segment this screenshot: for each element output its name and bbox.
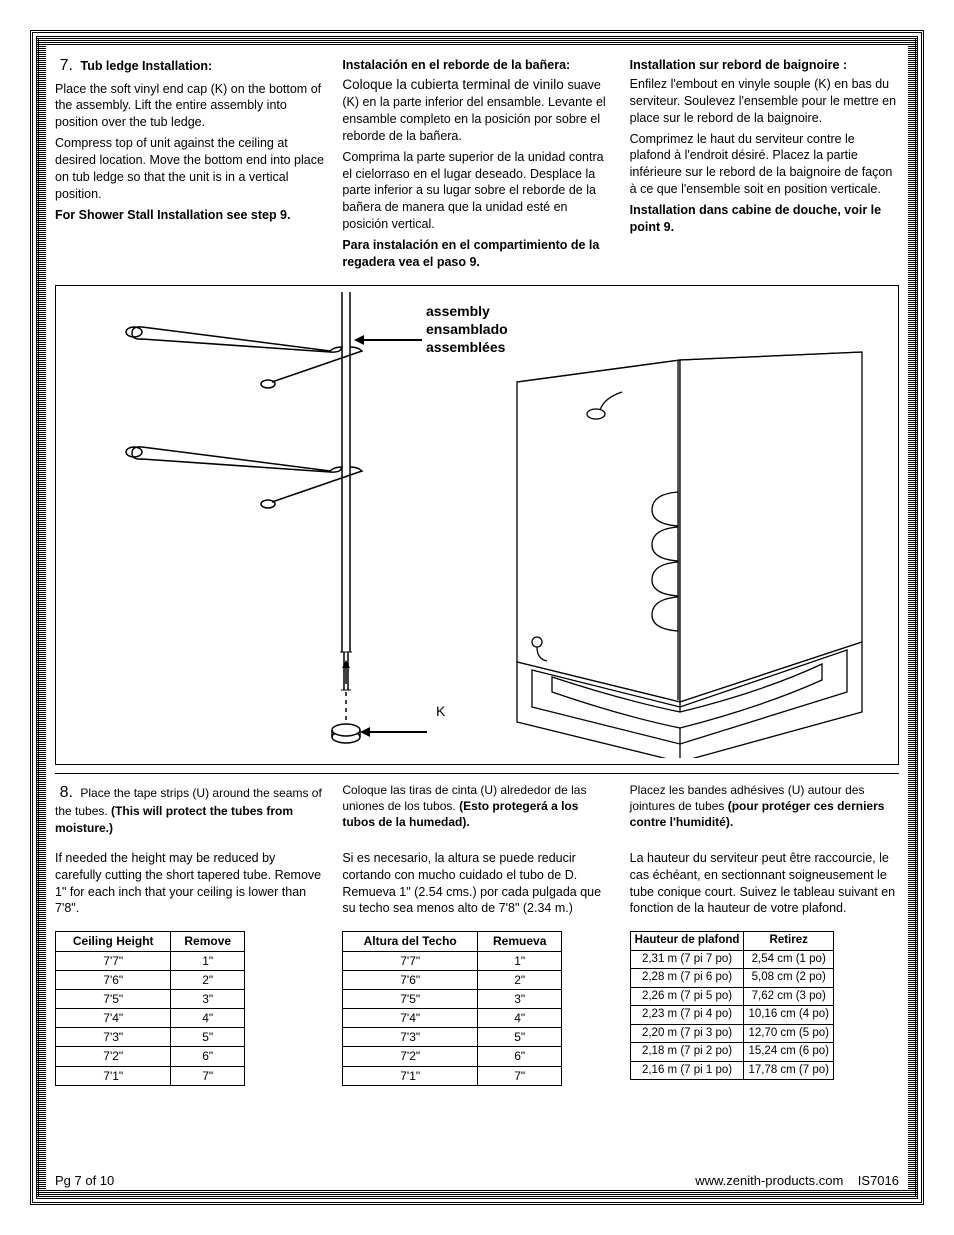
tables-row: Ceiling HeightRemove 7'7"1"7'6"2"7'5"3"7… <box>55 931 899 1086</box>
step8-row: 8. Place the tape strips (U) around the … <box>55 773 899 840</box>
table-en-wrap: Ceiling HeightRemove 7'7"1"7'6"2"7'5"3"7… <box>55 931 324 1086</box>
table-fr-wrap: Hauteur de plafondRetirez 2,31 m (7 pi 7… <box>630 931 899 1080</box>
table-en: Ceiling HeightRemove 7'7"1"7'6"2"7'5"3"7… <box>55 931 245 1086</box>
table-row: 7'1"7" <box>56 1066 245 1085</box>
table-row: 7'5"3" <box>343 989 562 1008</box>
table-row: 2,20 m (7 pi 3 po)12,70 cm (5 po) <box>630 1024 833 1043</box>
table-row: 2,23 m (7 pi 4 po)10,16 cm (4 po) <box>630 1006 833 1025</box>
assembly-es: ensamblado <box>426 320 508 338</box>
footer-url: www.zenith-products.com <box>695 1173 843 1188</box>
assembly-label: assembly ensamblado assemblées <box>426 302 508 357</box>
diagram-panel: assembly ensamblado assemblées K <box>55 285 899 765</box>
table-row: 7'5"3" <box>56 989 245 1008</box>
table-row: 7'1"7" <box>343 1066 562 1085</box>
table-row: 7'7"1" <box>343 951 562 970</box>
table-row: 7'4"4" <box>56 1009 245 1028</box>
step7-fr-p1: Enfilez l'embout en vinyle souple (K) en… <box>630 76 899 127</box>
assembly-en: assembly <box>426 302 508 320</box>
table-row: 2,28 m (7 pi 6 po)5,08 cm (2 po) <box>630 969 833 988</box>
page-content: 7. Tub ledge Installation: Place the sof… <box>36 36 918 1199</box>
table-en-body: 7'7"1"7'6"2"7'5"3"7'4"4"7'3"5"7'2"6"7'1"… <box>56 951 245 1085</box>
table-row: 7'3"5" <box>56 1028 245 1047</box>
table-es-wrap: Altura del TechoRemueva 7'7"1"7'6"2"7'5"… <box>342 931 611 1086</box>
step8-es: Coloque las tiras de cinta (U) alrededor… <box>342 782 611 840</box>
page-number: Pg 7 of 10 <box>55 1172 114 1190</box>
step7-en-p1: Place the soft vinyl end cap (K) on the … <box>55 81 324 132</box>
step8-en: 8. Place the tape strips (U) around the … <box>55 782 324 840</box>
step8-number: 8. <box>55 782 73 804</box>
table-row: 2,26 m (7 pi 5 po)7,62 cm (3 po) <box>630 987 833 1006</box>
cut-es: Si es necesario, la altura se puede redu… <box>342 850 611 918</box>
table-row: 7'2"6" <box>343 1047 562 1066</box>
step7-fr-note: Installation dans cabine de douche, voir… <box>630 202 899 236</box>
footer: Pg 7 of 10 www.zenith-products.com IS701… <box>55 1172 899 1190</box>
table-row: 7'7"1" <box>56 951 245 970</box>
step7-columns: 7. Tub ledge Installation: Place the sof… <box>55 55 899 275</box>
cut-fr: La hauteur du serviteur peut être raccou… <box>630 850 899 918</box>
table-row: 7'2"6" <box>56 1047 245 1066</box>
table-row: 7'4"4" <box>343 1009 562 1028</box>
step7-en-note: For Shower Stall Installation see step 9… <box>55 207 324 224</box>
table-row: 7'3"5" <box>343 1028 562 1047</box>
step7-es-title: Instalación en el reborde de la bañera: <box>342 57 611 74</box>
step7-fr-p2: Comprimez le haut du serviteur contre le… <box>630 131 899 199</box>
table-fr-body: 2,31 m (7 pi 7 po)2,54 cm (1 po)2,28 m (… <box>630 950 833 1080</box>
assembly-fr: assemblées <box>426 338 508 356</box>
step7-es: Instalación en el reborde de la bañera: … <box>342 55 611 275</box>
cut-en: If needed the height may be reduced by c… <box>55 850 324 918</box>
table-row: 7'6"2" <box>343 970 562 989</box>
step7-en-p2: Compress top of unit against the ceiling… <box>55 135 324 203</box>
table-row: 2,31 m (7 pi 7 po)2,54 cm (1 po) <box>630 950 833 969</box>
step7-fr-title: Installation sur rebord de baignoire : <box>630 57 899 74</box>
table-row: 2,16 m (7 pi 1 po)17,78 cm (7 po) <box>630 1061 833 1080</box>
step7-en-title: Tub ledge Installation: <box>80 59 212 73</box>
table-row: 7'6"2" <box>56 970 245 989</box>
step7-es-p2: Comprima la parte superior de la unidad … <box>342 149 611 233</box>
footer-code: IS7016 <box>858 1173 899 1188</box>
table-es: Altura del TechoRemueva 7'7"1"7'6"2"7'5"… <box>342 931 562 1086</box>
step7-number: 7. <box>55 55 73 77</box>
cut-row: If needed the height may be reduced by c… <box>55 850 899 922</box>
table-row: 2,18 m (7 pi 2 po)15,24 cm (6 po) <box>630 1043 833 1062</box>
step7-en: 7. Tub ledge Installation: Place the sof… <box>55 55 324 275</box>
diagram-svg <box>62 292 892 758</box>
table-es-body: 7'7"1"7'6"2"7'5"3"7'4"4"7'3"5"7'2"6"7'1"… <box>343 951 562 1085</box>
table-fr: Hauteur de plafondRetirez 2,31 m (7 pi 7… <box>630 931 834 1080</box>
step8-fr: Placez les bandes adhésives (U) autour d… <box>630 782 899 840</box>
step7-fr: Installation sur rebord de baignoire : E… <box>630 55 899 275</box>
k-label: K <box>436 702 445 721</box>
step7-es-p1: Coloque la cubierta terminal de vinilo s… <box>342 76 611 145</box>
step7-es-note: Para instalación en el compartimiento de… <box>342 237 611 271</box>
